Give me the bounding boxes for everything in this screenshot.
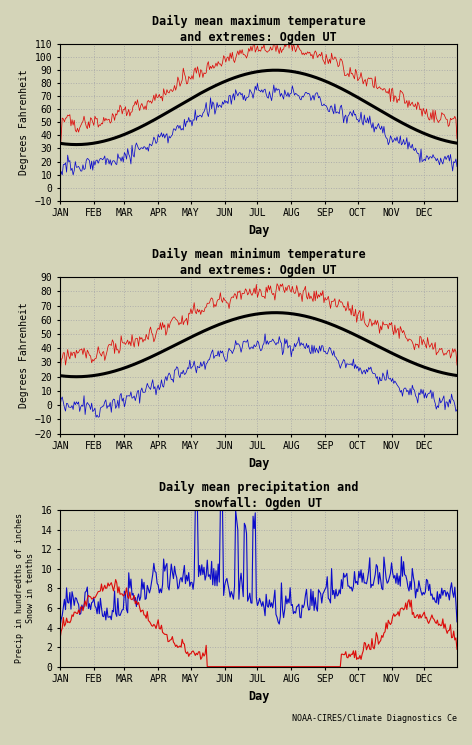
X-axis label: Day: Day [248,690,269,703]
Y-axis label: Degrees Fahrenheit: Degrees Fahrenheit [19,302,29,408]
Title: Daily mean maximum temperature
and extremes: Ogden UT: Daily mean maximum temperature and extre… [152,15,365,44]
X-axis label: Day: Day [248,224,269,237]
Title: Daily mean precipitation and
snowfall: Ogden UT: Daily mean precipitation and snowfall: O… [159,481,358,510]
Y-axis label: Degrees Fahrenheit: Degrees Fahrenheit [19,69,29,175]
Title: Daily mean minimum temperature
and extremes: Ogden UT: Daily mean minimum temperature and extre… [152,248,365,277]
X-axis label: Day: Day [248,457,269,470]
Y-axis label: Precip in hundredths of inches
Snow in tenths: Precip in hundredths of inches Snow in t… [15,513,35,663]
Text: NOAA-CIRES/Climate Diagnostics Ce: NOAA-CIRES/Climate Diagnostics Ce [292,714,457,723]
